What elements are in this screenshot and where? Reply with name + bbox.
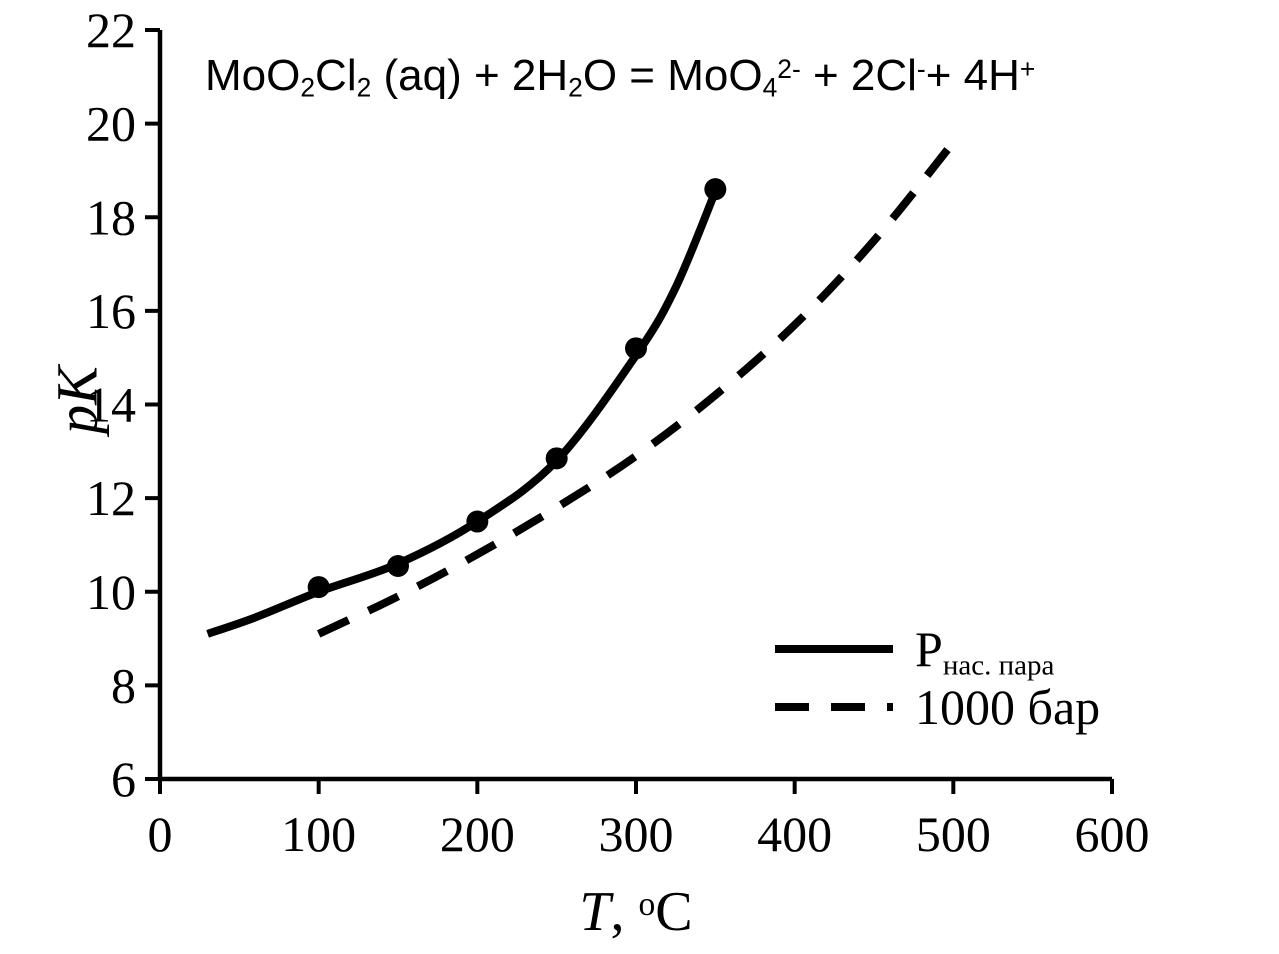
legend-item-p-sat: Pнас. пара: [775, 620, 1100, 682]
x-tick-label-500: 500: [916, 806, 991, 862]
data-point-0: [307, 576, 330, 599]
y-axis-label-text: pK: [44, 366, 110, 434]
y-tick-label-10: 10: [86, 564, 136, 620]
y-tick-label-20: 20: [86, 96, 136, 152]
x-tick-label-200: 200: [440, 806, 515, 862]
legend-item-1000-bar: 1000 бар: [775, 678, 1100, 736]
data-point-4: [625, 337, 647, 360]
legend-label-1000-bar: 1000 бар: [915, 679, 1101, 735]
x-tick-label-100: 100: [281, 806, 356, 862]
data-point-5: [704, 178, 727, 201]
y-tick-label-8: 8: [111, 657, 136, 713]
legend-line-dashed-sample: [775, 703, 893, 711]
legend-line-solid-sample: [775, 645, 893, 653]
chart-title-equation: MoO2Cl2 (aq) + 2H2O = MoO42- + 2Cl-+ 4H+: [205, 51, 1036, 103]
data-point-2: [466, 510, 489, 533]
x-tick-label-400: 400: [757, 806, 832, 862]
y-tick-label-6: 6: [111, 751, 136, 807]
data-point-3: [545, 447, 568, 470]
x-tick-label-300: 300: [599, 806, 674, 862]
y-tick-label-22: 22: [86, 2, 136, 58]
legend: Pнас. пара 1000 бар: [775, 620, 1100, 736]
x-axis-label: T, oC: [579, 881, 693, 943]
series-line-dashed: [316, 139, 957, 638]
legend-label-p-sat: Pнас. пара: [915, 621, 1055, 682]
y-tick-label-14: 14: [86, 377, 136, 433]
y-tick-label-18: 18: [86, 189, 136, 245]
data-point-1: [387, 555, 409, 578]
x-tick-label-600: 600: [1075, 806, 1150, 862]
y-tick-label-16: 16: [86, 283, 136, 339]
y-tick-label-12: 12: [86, 470, 136, 526]
x-tick-label-0: 0: [148, 806, 173, 862]
series-line-solid: [206, 189, 720, 638]
